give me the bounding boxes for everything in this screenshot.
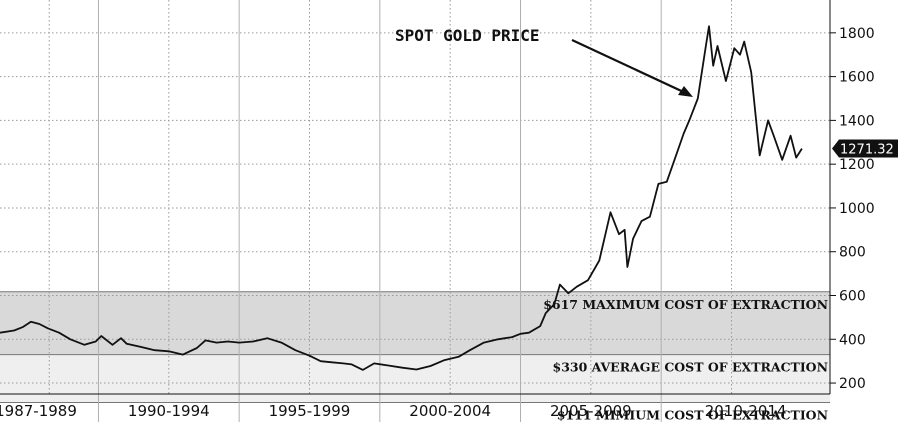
y-tick-label-1200: 1200 (839, 157, 875, 173)
period-dividers (97, 0, 662, 422)
last-value-marker: 1271.32 (832, 139, 898, 158)
y-tick-label-1000: 1000 (839, 201, 875, 217)
y-tick-label-200: 200 (839, 376, 866, 392)
x-period-label-5: 2010-2014 (705, 402, 787, 420)
last-value-label: 1271.32 (840, 143, 894, 158)
title-arrow-line (571, 39, 691, 96)
chart-title: SPOT GOLD PRICE (395, 26, 540, 45)
y-axis-ticks: 200 400 600 800 1000 1200 1400 1600 1800 (830, 26, 875, 392)
y-tick-label-1800: 1800 (839, 26, 875, 42)
chart-title-group: SPOT GOLD PRICE (395, 26, 693, 97)
last-value-box (832, 139, 898, 158)
y-tick-label-1600: 1600 (839, 70, 875, 86)
x-period-label-4: 2005-2009 (550, 402, 632, 420)
gold-price-series-line (0, 25, 803, 371)
y-tick-label-400: 400 (839, 332, 866, 348)
cost-band-labels: $617 MAXIMUM COST OF EXTRACTION $330 AVER… (543, 297, 828, 422)
cost-band-label-1: $330 AVERAGE COST OF EXTRACTION (553, 360, 828, 375)
title-arrowhead (678, 86, 693, 97)
y-tick-label-600: 600 (839, 289, 866, 305)
cost-band-label-0: $617 MAXIMUM COST OF EXTRACTION (543, 297, 828, 312)
y-tick-label-800: 800 (839, 245, 866, 261)
max-average-cost-band (0, 291, 830, 355)
y-tick-label-1400: 1400 (839, 113, 875, 129)
x-period-label-3: 2000-2004 (409, 402, 491, 420)
average-minimum-cost-band (0, 354, 830, 403)
x-period-label-0: 1987-1989 (0, 402, 77, 420)
x-axis-period-labels: 1987-1989 1990-1994 1995-1999 2000-2004 2005… (0, 402, 786, 420)
cost-bands (0, 291, 830, 404)
x-period-label-1: 1990-1994 (128, 402, 210, 420)
cost-band-label-2: $111 MIMIUM COST OF EXTRACTION (557, 408, 828, 422)
x-period-label-2: 1995-1999 (269, 402, 351, 420)
